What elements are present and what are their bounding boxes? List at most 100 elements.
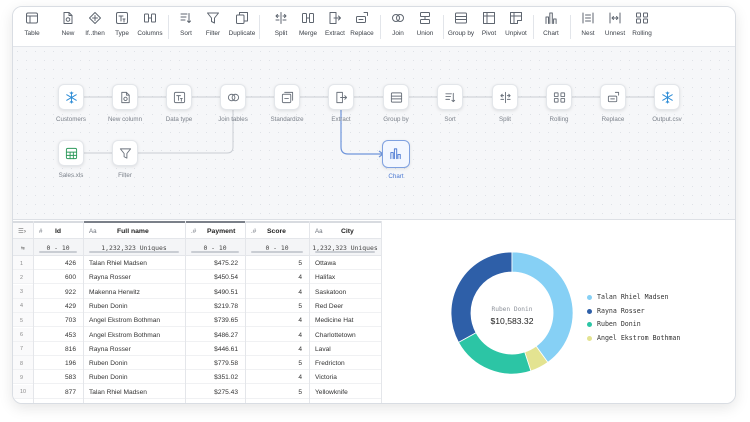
pipeline-node-rolling[interactable] xyxy=(546,84,572,110)
pipeline-node-new-column[interactable] xyxy=(112,84,138,110)
toolbar-duplicate-button[interactable]: Duplicate xyxy=(219,11,265,45)
table-cell[interactable]: Saskatoon xyxy=(309,285,381,299)
pipeline-node-data-type[interactable] xyxy=(166,84,192,110)
toolbar-merge-button[interactable]: Merge xyxy=(285,11,331,45)
pipeline-node-sort[interactable] xyxy=(437,84,463,110)
table-cell[interactable]: 4 xyxy=(245,313,309,328)
legend-item[interactable]: Ruben Donin xyxy=(587,320,680,334)
pipeline-node-extract[interactable] xyxy=(328,84,354,110)
table-cell[interactable]: 703 xyxy=(33,313,83,328)
table-cell[interactable]: Ruben Donin xyxy=(83,299,185,313)
toolbar-unpivot-button[interactable]: Unpivot xyxy=(493,11,539,45)
legend-item[interactable]: Rayna Rosser xyxy=(587,307,680,321)
table-cell[interactable]: Makenna Herwitz xyxy=(83,285,185,299)
table-cell[interactable]: $446.61 xyxy=(185,342,245,356)
table-cell[interactable]: Talan Rhiel Madsen xyxy=(83,256,185,270)
table-cell[interactable]: 4 xyxy=(245,370,309,385)
column-header-score[interactable]: .# Score xyxy=(245,221,309,239)
table-cell[interactable]: Talan Rhiel Madsen xyxy=(83,385,185,399)
table-cell[interactable]: Ruben Donin xyxy=(83,356,185,371)
table-cell[interactable]: Rayna Rosser xyxy=(83,342,185,356)
toolbar-chart-button[interactable]: Chart xyxy=(528,11,574,45)
table-cell[interactable]: 4 xyxy=(245,342,309,356)
table-cell[interactable]: 4 xyxy=(245,270,309,285)
table-cell[interactable]: 922 xyxy=(33,285,83,299)
table-cell[interactable]: 4 xyxy=(245,285,309,299)
column-header-payment[interactable]: .# Payment xyxy=(185,221,245,239)
toolbar-split-button[interactable]: Split xyxy=(258,11,304,45)
table-cell[interactable]: 600 xyxy=(33,270,83,285)
donut-slice-ruben-donin[interactable] xyxy=(458,332,532,375)
pipeline-node-chart[interactable] xyxy=(382,140,410,168)
table-cell[interactable]: Angel Ekstrom Bothman xyxy=(83,313,185,328)
pipeline-node-replace[interactable] xyxy=(600,84,626,110)
table-cell[interactable]: 429 xyxy=(33,299,83,313)
table-cell[interactable]: $779.58 xyxy=(185,356,245,371)
table-cell[interactable]: Laval xyxy=(309,342,381,356)
table-cell[interactable]: Angel Ekstrom Bothman xyxy=(83,328,185,342)
table-cell[interactable]: 5 xyxy=(245,256,309,270)
pipeline-canvas[interactable]: Customers New column Data type Join tables S… xyxy=(13,47,735,220)
columns-menu-icon[interactable]: ☰› xyxy=(18,228,26,235)
pipeline-node-output-csv[interactable] xyxy=(654,84,680,110)
toolbar-unnest-button[interactable]: Unnest xyxy=(592,11,638,45)
toolbar-filter-button[interactable]: Filter xyxy=(190,11,236,45)
table-cell[interactable]: Ruben Donin xyxy=(83,370,185,385)
toolbar-join-button[interactable]: Join xyxy=(375,11,421,45)
table-cell[interactable]: 196 xyxy=(33,356,83,371)
toolbar-nest-button[interactable]: Nest xyxy=(565,11,611,45)
table-cell[interactable]: Medicine Hat xyxy=(309,313,381,328)
toolbar-extract-button[interactable]: Extract xyxy=(312,11,358,45)
table-cell[interactable]: 4 xyxy=(245,328,309,342)
toolbar-table-button[interactable]: Table xyxy=(13,11,55,45)
pipeline-node-customers[interactable] xyxy=(58,84,84,110)
settings-sliders-icon[interactable]: ⇆ xyxy=(21,244,25,252)
table-cell[interactable]: $475.22 xyxy=(185,256,245,270)
column-header-full-name[interactable]: Aa Full name xyxy=(83,221,185,239)
legend-item[interactable]: Talan Rhiel Madsen xyxy=(587,293,680,307)
table-cell[interactable]: 877 xyxy=(33,385,83,399)
table-cell[interactable]: Ottawa xyxy=(309,256,381,270)
pipeline-node-join-tables[interactable] xyxy=(220,84,246,110)
toolbar-replace-button[interactable]: Replace xyxy=(339,11,385,45)
toolbar-new-button[interactable]: New xyxy=(45,11,91,45)
table-cell[interactable]: Victoria xyxy=(309,370,381,385)
pipeline-node-sales-xls[interactable] xyxy=(58,140,84,166)
table-cell[interactable]: 5 xyxy=(245,299,309,313)
table-cell[interactable]: 5 xyxy=(245,356,309,371)
table-cell[interactable]: 426 xyxy=(33,256,83,270)
table-cell[interactable]: $450.54 xyxy=(185,270,245,285)
table-cell[interactable]: Yellowknife xyxy=(309,385,381,399)
table-cell[interactable]: $351.02 xyxy=(185,370,245,385)
table-cell[interactable]: 453 xyxy=(33,328,83,342)
table-cell[interactable]: $219.78 xyxy=(185,299,245,313)
table-cell[interactable]: Fredricton xyxy=(309,356,381,371)
column-header-city[interactable]: Aa City xyxy=(309,221,381,239)
toolbar-group-by-button[interactable]: Group by xyxy=(438,11,484,45)
toolbar-union-button[interactable]: Union xyxy=(402,11,448,45)
pipeline-node-standardize[interactable] xyxy=(274,84,300,110)
table-cell[interactable]: Rayna Rosser xyxy=(83,270,185,285)
toolbar-type-button[interactable]: Type xyxy=(99,11,145,45)
column-header-id[interactable]: # Id xyxy=(33,221,83,239)
table-cell[interactable]: $275.43 xyxy=(185,385,245,399)
toolbar-sort-button[interactable]: Sort xyxy=(163,11,209,45)
table-cell[interactable]: $486.27 xyxy=(185,328,245,342)
pipeline-node-filter[interactable] xyxy=(112,140,138,166)
table-cell[interactable]: Charlottetown xyxy=(309,328,381,342)
table-cell[interactable]: 583 xyxy=(33,370,83,385)
toolbar-rolling-button[interactable]: Rolling xyxy=(619,11,665,45)
pipeline-node-split[interactable] xyxy=(492,84,518,110)
table-cell[interactable]: 816 xyxy=(33,342,83,356)
table-cell[interactable]: Halifax xyxy=(309,270,381,285)
table-cell[interactable]: $739.65 xyxy=(185,313,245,328)
legend-item[interactable]: Angel Ekstrom Bothman xyxy=(587,334,680,348)
table-cell[interactable]: $490.51 xyxy=(185,285,245,299)
donut-slice-rayna-rosser[interactable] xyxy=(450,251,513,343)
table-cell[interactable]: Red Deer xyxy=(309,299,381,313)
table-cell[interactable]: 5 xyxy=(245,385,309,399)
pipeline-node-group-by[interactable] xyxy=(383,84,409,110)
toolbar-if-then-button[interactable]: If..then xyxy=(72,11,118,45)
toolbar-columns-button[interactable]: Columns xyxy=(127,11,173,45)
toolbar-pivot-button[interactable]: Pivot xyxy=(466,11,512,45)
